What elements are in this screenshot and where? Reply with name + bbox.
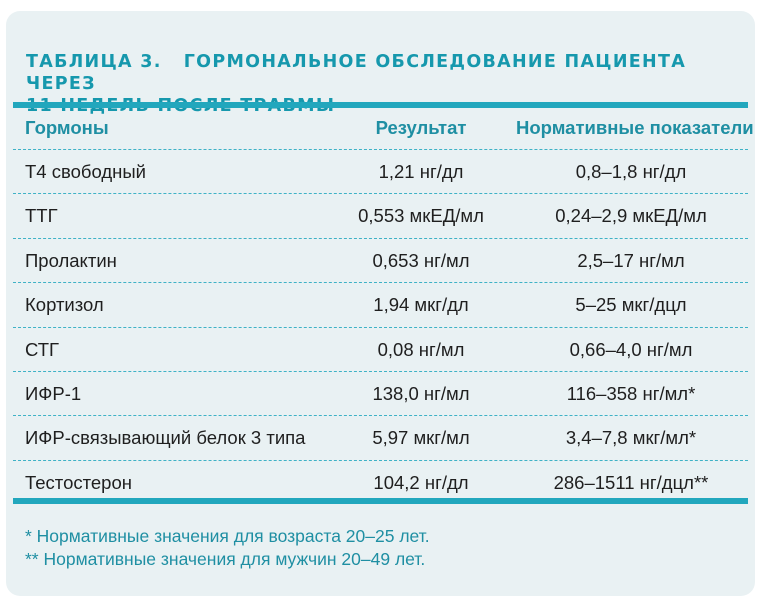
row-divider [13, 193, 748, 195]
header-hormones: Гормоны [25, 117, 109, 138]
hormone-name: СТГ [25, 338, 60, 360]
result-value: 1,21 нг/дл [378, 161, 464, 182]
result-value: 5,97 мкг/мл [372, 427, 470, 449]
hormone-name: Т4 свободный [25, 161, 147, 182]
header-reference: Нормативные показатели [516, 117, 754, 138]
row-divider [13, 415, 748, 417]
reference-range: 5–25 мкг/дцл [575, 294, 687, 316]
result-value: 0,553 мкЕД/мл [358, 205, 484, 227]
row-divider [13, 326, 748, 328]
reference-range: 0,66–4,0 нг/мл [569, 338, 693, 360]
table-bottom-rule [13, 498, 748, 504]
row-divider [13, 282, 748, 284]
result-value: 1,94 мкг/дл [373, 294, 469, 316]
footnote-age: * Нормативные значения для возраста 20–2… [25, 526, 430, 546]
result-value: 0,653 нг/мл [372, 249, 470, 271]
reference-range: 0,8–1,8 нг/дл [575, 161, 687, 182]
result-value: 104,2 нг/дл [373, 471, 469, 493]
reference-range: 116–358 нг/мл* [566, 383, 696, 404]
result-value: 0,08 нг/мл [377, 338, 465, 360]
reference-range: 0,24–2,9 мкЕД/мл [555, 205, 707, 227]
row-divider [13, 371, 748, 372]
row-divider [13, 149, 748, 150]
reference-range: 2,5–17 нг/мл [577, 249, 685, 271]
table-panel: ТАБЛИЦА 3. ГОРМОНАЛЬНОЕ ОБСЛЕДОВАНИЕ ПАЦИ… [6, 11, 755, 596]
reference-range: 3,4–7,8 мкг/мл* [565, 427, 697, 449]
hormone-name: ИФР-связывающий белок 3 типа [25, 427, 306, 449]
hormone-name: Пролактин [25, 249, 117, 271]
footnote-men: ** Нормативные значения для мужчин 20–49… [25, 549, 426, 569]
row-divider [13, 237, 748, 239]
table-number: ТАБЛИЦА 3. [26, 52, 162, 72]
hormone-name: ИФР-1 [25, 383, 82, 404]
reference-range: 286–1511 нг/дцл** [553, 471, 709, 493]
hormone-name: ТТГ [25, 205, 58, 227]
header-result: Результат [375, 117, 467, 138]
table-top-rule [13, 102, 748, 108]
hormone-name: Кортизол [25, 294, 104, 316]
hormone-name: Тестостерон [25, 471, 132, 493]
table-title-line1: ГОРМОНАЛЬНОЕ ОБСЛЕДОВАНИЕ ПАЦИЕНТА ЧЕРЕЗ [26, 52, 687, 94]
row-divider [13, 459, 748, 461]
result-value: 138,0 нг/мл [372, 383, 470, 404]
